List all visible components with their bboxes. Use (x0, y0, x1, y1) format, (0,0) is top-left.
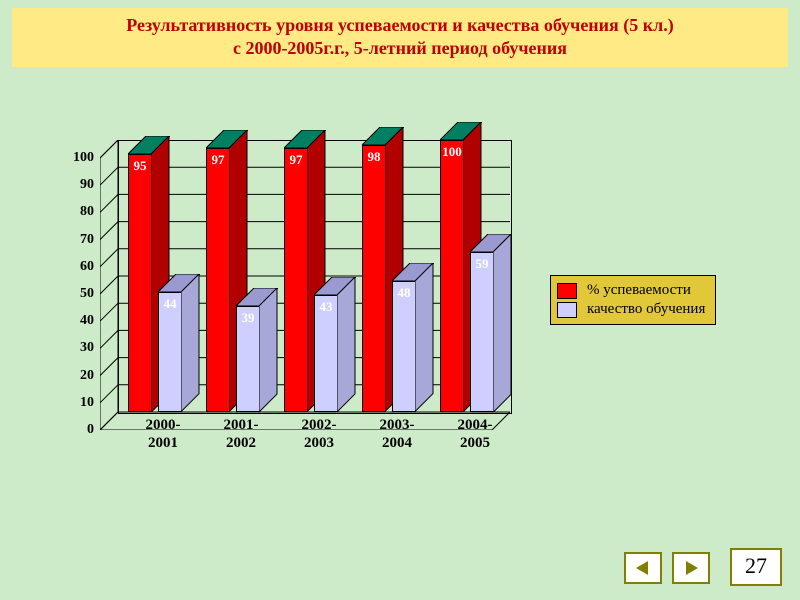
y-axis-tick: 20 (58, 368, 94, 384)
bar-value-label: 98 (362, 149, 386, 165)
page-number: 27 (730, 548, 782, 586)
bar: 59 (470, 234, 512, 412)
bar: 43 (314, 277, 356, 412)
bar-value-label: 97 (206, 152, 230, 168)
x-axis-label: 2001-2002 (201, 416, 281, 452)
bar-value-label: 59 (470, 256, 494, 272)
legend-label: % успеваемости (587, 282, 691, 299)
y-axis-tick: 60 (58, 259, 94, 275)
y-axis-tick: 40 (58, 313, 94, 329)
performance-chart: 010203040506070809010095442000-200197392… (60, 140, 510, 430)
legend-swatch (557, 302, 577, 318)
x-axis-label: 2004-2005 (435, 416, 515, 452)
legend-label: качество обучения (587, 301, 705, 318)
slide-nav (624, 552, 710, 584)
bar-value-label: 100 (440, 144, 464, 160)
next-slide-button[interactable] (672, 552, 710, 584)
y-axis-tick: 70 (58, 232, 94, 248)
bar-value-label: 39 (236, 310, 260, 326)
x-axis-label: 2003-2004 (357, 416, 437, 452)
y-axis-tick: 0 (58, 422, 94, 438)
bar: 39 (236, 288, 278, 412)
chart-legend: % успеваемости качество обучения (550, 275, 716, 325)
legend-swatch (557, 283, 577, 299)
bar-value-label: 48 (392, 285, 416, 301)
x-axis-label: 2000-2001 (123, 416, 203, 452)
bar: 48 (392, 263, 434, 412)
bar: 44 (158, 274, 200, 412)
title-line-1: Результативность уровня успеваемости и к… (16, 14, 784, 37)
y-axis-tick: 100 (58, 150, 94, 166)
y-axis-tick: 80 (58, 204, 94, 220)
prev-slide-button[interactable] (624, 552, 662, 584)
y-axis-tick: 10 (58, 395, 94, 411)
bar-value-label: 43 (314, 299, 338, 315)
title-banner: Результативность уровня успеваемости и к… (12, 8, 788, 67)
bar-value-label: 97 (284, 152, 308, 168)
y-axis-tick: 30 (58, 340, 94, 356)
bar-value-label: 95 (128, 158, 152, 174)
legend-item: качество обучения (557, 301, 705, 318)
bar-value-label: 44 (158, 296, 182, 312)
y-axis-tick: 90 (58, 177, 94, 193)
x-axis-label: 2002-2003 (279, 416, 359, 452)
y-axis-tick: 50 (58, 286, 94, 302)
legend-item: % успеваемости (557, 282, 705, 299)
title-line-2: с 2000-2005г.г., 5-летний период обучени… (16, 37, 784, 60)
